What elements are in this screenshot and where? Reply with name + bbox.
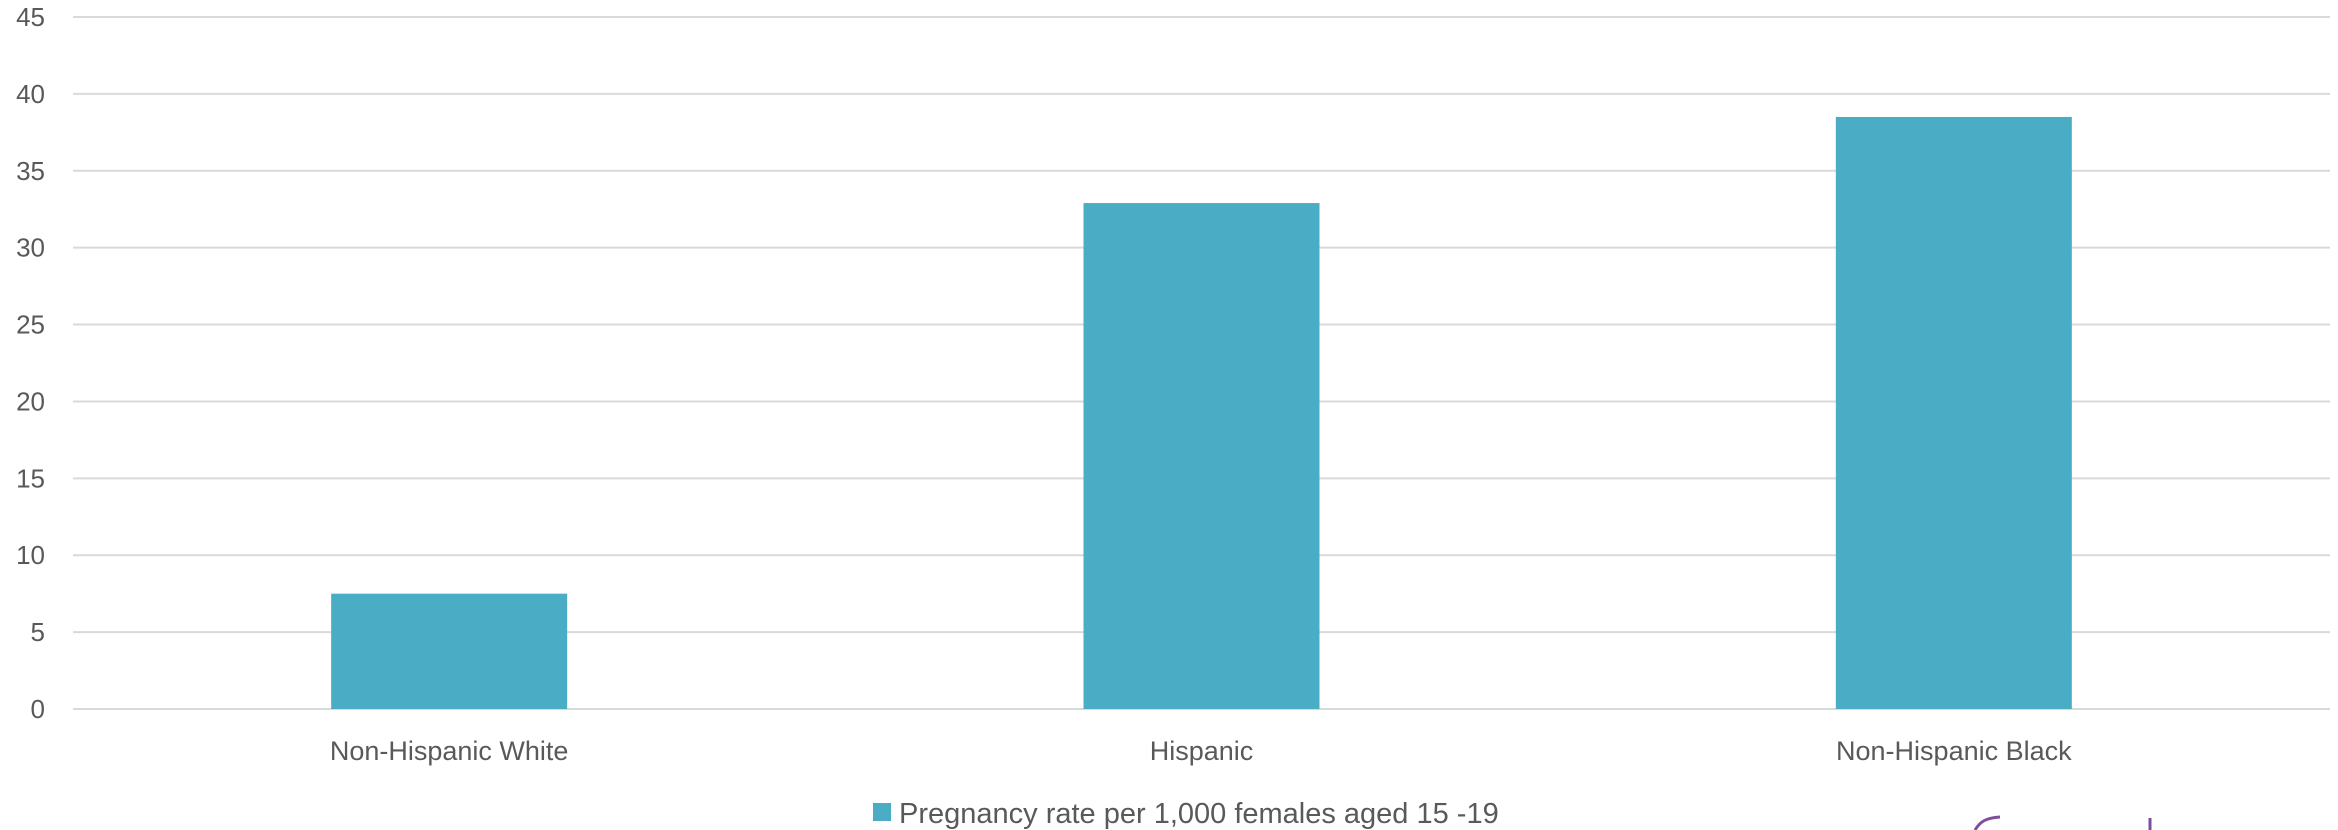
bar bbox=[331, 593, 568, 709]
legend: Pregnancy rate per 1,000 females aged 15… bbox=[873, 798, 1499, 830]
bar bbox=[1083, 203, 1320, 709]
x-category-label: Non-Hispanic White bbox=[330, 736, 569, 766]
y-tick-label: 10 bbox=[16, 540, 45, 570]
y-axis-tick-labels: 0 5 10 15 20 25 30 35 40 45 bbox=[16, 2, 45, 724]
y-tick-label: 30 bbox=[16, 233, 45, 263]
x-category-label: Non-Hispanic Black bbox=[1836, 736, 2072, 766]
x-category-label: Hispanic bbox=[1150, 736, 1254, 766]
bar bbox=[1835, 116, 2072, 709]
y-tick-label: 25 bbox=[16, 310, 45, 340]
y-tick-label: 0 bbox=[31, 694, 45, 724]
y-tick-label: 20 bbox=[16, 386, 45, 416]
bars bbox=[331, 116, 2072, 709]
x-axis-category-labels: Non-Hispanic White Hispanic Non-Hispanic B… bbox=[330, 736, 2072, 766]
y-tick-label: 35 bbox=[16, 156, 45, 186]
partial-logo-mark-icon bbox=[1973, 815, 2152, 830]
y-tick-label: 45 bbox=[16, 2, 45, 32]
y-tick-label: 15 bbox=[16, 463, 45, 493]
y-tick-label: 40 bbox=[16, 79, 45, 109]
legend-swatch bbox=[873, 803, 891, 821]
y-tick-label: 5 bbox=[31, 617, 45, 647]
legend-label: Pregnancy rate per 1,000 females aged 15… bbox=[899, 798, 1499, 830]
